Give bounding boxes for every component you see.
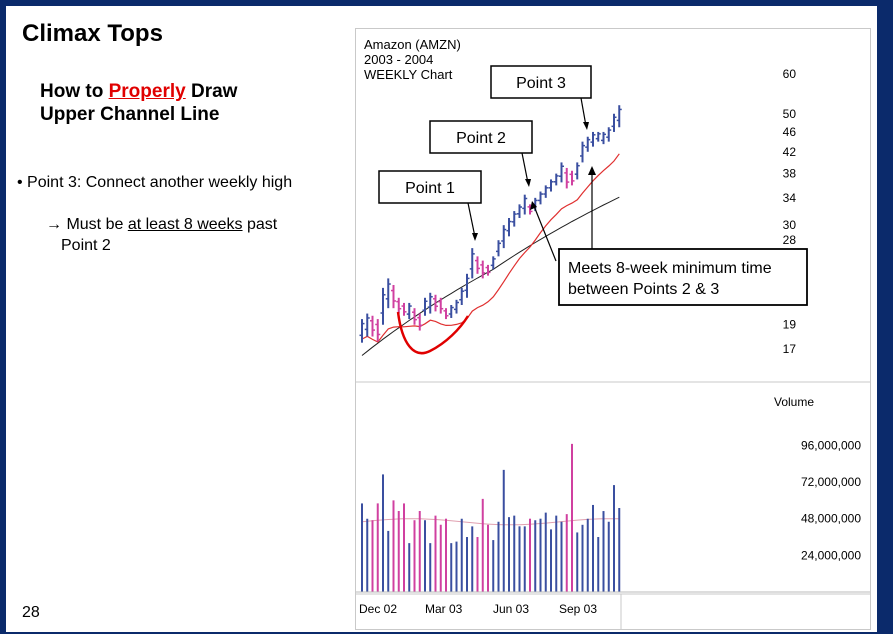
- price-tick-label: 30: [783, 218, 797, 232]
- time-tick-label: Jun 03: [493, 602, 529, 616]
- price-tick-label: 42: [783, 145, 797, 159]
- volume-moving-average: [361, 518, 620, 526]
- price-tick-label: 60: [783, 67, 797, 81]
- moving-average-long: [361, 196, 620, 356]
- price-tick-label: 17: [783, 342, 797, 356]
- chart-svg: Amazon (AMZN) 2003 - 2004 WEEKLY Chart 6…: [356, 37, 870, 629]
- note-line1: Meets 8-week minimum time: [568, 260, 772, 277]
- point3-label: Point 3: [516, 75, 566, 92]
- price-tick-label: 28: [783, 233, 797, 247]
- time-tick-label: Sep 03: [559, 602, 597, 616]
- arrow-icon: →: [46, 216, 62, 233]
- base-curve-annotation: [396, 311, 470, 355]
- sub-bullet: → Must be at least 8 weeks past Point 2: [46, 214, 277, 256]
- point1-box: [378, 170, 482, 204]
- slide-title: Climax Tops: [22, 20, 163, 47]
- point2-box: [429, 120, 533, 154]
- point1-arrowhead: [472, 233, 478, 241]
- note-arrow-p2: [533, 205, 557, 262]
- price-bars: [359, 105, 622, 343]
- price-tick-label: 50: [783, 107, 797, 121]
- stock-label-1: Amazon (AMZN): [364, 37, 461, 52]
- time-tick-label: Mar 03: [425, 602, 463, 616]
- volume-bars: [361, 443, 621, 592]
- subtitle-pre: How to: [40, 81, 109, 102]
- page-number: 28: [22, 604, 40, 621]
- price-tick-label: 34: [783, 191, 797, 205]
- note-line2: between Points 2 & 3: [568, 281, 719, 298]
- volume-tick-label: 96,000,000: [801, 438, 861, 452]
- subtitle-line2: Upper Channel Line: [40, 104, 220, 125]
- price-tick-label: 38: [783, 167, 797, 181]
- time-axis: Dec 02 Mar 03 Jun 03 Sep 03: [359, 602, 597, 616]
- volume-tick-label: 72,000,000: [801, 475, 861, 489]
- point2-label: Point 2: [456, 130, 506, 147]
- note-arrowhead-p3: [588, 166, 596, 175]
- moving-average-short: [361, 153, 620, 343]
- point3-arrowhead: [583, 122, 589, 130]
- volume-label: Volume: [774, 395, 814, 409]
- point2-arrow: [521, 152, 529, 184]
- stock-chart: Amazon (AMZN) 2003 - 2004 WEEKLY Chart 6…: [355, 28, 871, 630]
- stock-label-3: WEEKLY Chart: [364, 67, 453, 82]
- volume-tick-label: 24,000,000: [801, 548, 861, 562]
- sub-underlined: at least 8 weeks: [127, 216, 243, 233]
- point2-arrowhead: [525, 179, 531, 187]
- price-tick-label: 19: [783, 318, 797, 332]
- sub-pre: Must be: [62, 216, 128, 233]
- point1-arrow: [467, 202, 476, 238]
- note-arrowhead-p2: [530, 201, 537, 210]
- volume-axis: 96,000,000 72,000,000 48,000,000 24,000,000: [801, 438, 861, 562]
- slide: Climax Tops How to Properly Draw Upper C…: [6, 6, 877, 632]
- volume-tick-label: 48,000,000: [801, 512, 861, 526]
- subtitle-post: Draw: [185, 81, 238, 102]
- stock-label-2: 2003 - 2004: [364, 52, 433, 67]
- subtitle-emphasis: Properly: [108, 81, 186, 102]
- slide-subtitle: How to Properly Draw Upper Channel Line: [40, 80, 237, 126]
- point1-label: Point 1: [405, 180, 455, 197]
- price-tick-label: 46: [783, 125, 797, 139]
- sub-post: past: [242, 216, 278, 233]
- point3-box: [490, 65, 592, 99]
- sub-line2: Point 2: [61, 237, 111, 254]
- time-tick-label: Dec 02: [359, 602, 397, 616]
- note-box: [558, 248, 808, 306]
- bullet-point-3: • Point 3: Connect another weekly high: [17, 174, 293, 191]
- point3-arrow: [580, 97, 587, 127]
